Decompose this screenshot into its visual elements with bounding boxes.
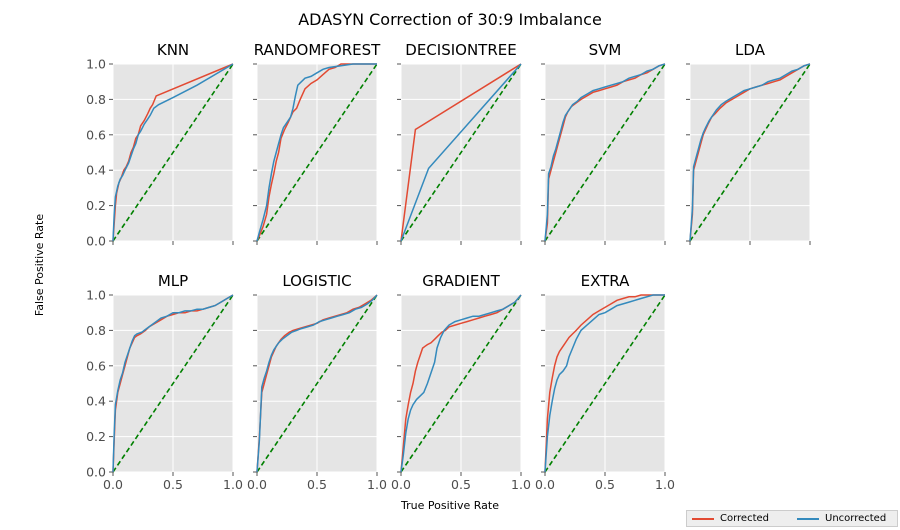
legend-swatch-corrected bbox=[692, 517, 714, 520]
series-corrected-line bbox=[544, 63, 666, 242]
legend-label-uncorrected: Uncorrected bbox=[825, 513, 887, 524]
series-corrected-line bbox=[256, 294, 378, 473]
diagonal-reference-line bbox=[112, 63, 234, 242]
y-tick-label: 0.4 bbox=[86, 163, 106, 178]
panel-mlp: MLP 0.0 0.2 0.4 0.6 0.8 1.0 0.0 0.5 1.0 bbox=[86, 272, 243, 492]
legend-swatch-uncorrected bbox=[797, 517, 819, 520]
x-tick-label: 0.0 bbox=[391, 477, 411, 492]
panel-extra: EXTRA 0.0 0.5 1.0 bbox=[535, 272, 675, 492]
legend-label-corrected: Corrected bbox=[720, 513, 769, 524]
panel-title: SVM bbox=[589, 41, 622, 59]
series-uncorrected-line bbox=[689, 63, 811, 242]
series-uncorrected-line bbox=[544, 63, 666, 242]
panel-title: GRADIENT bbox=[422, 272, 500, 290]
y-tick-label: 0.2 bbox=[86, 429, 106, 444]
panel-lda: LDA bbox=[686, 41, 811, 245]
y-tick-label: 0.6 bbox=[86, 358, 106, 373]
series-uncorrected-line bbox=[256, 63, 377, 242]
diagonal-reference-line bbox=[256, 63, 378, 242]
x-tick-label: 1.0 bbox=[367, 477, 387, 492]
panel-title: EXTRA bbox=[581, 272, 630, 290]
series-uncorrected-line bbox=[112, 294, 234, 473]
y-tick-label: 0.0 bbox=[86, 465, 106, 480]
diagonal-reference-line bbox=[689, 63, 811, 242]
diagonal-reference-line bbox=[544, 294, 666, 473]
panel-randomforest: RANDOMFOREST bbox=[253, 41, 381, 245]
y-tick-label: 0.0 bbox=[86, 234, 106, 249]
diagonal-reference-line bbox=[400, 294, 522, 473]
x-tick-label: 1.0 bbox=[655, 477, 675, 492]
y-axis-label: False Positive Rate bbox=[33, 214, 46, 316]
x-tick-label: 0.0 bbox=[103, 477, 123, 492]
panel-title: LDA bbox=[735, 41, 766, 59]
x-tick-label: 0.5 bbox=[163, 477, 183, 492]
x-tick-label: 0.5 bbox=[307, 477, 327, 492]
diagonal-reference-line bbox=[400, 63, 522, 242]
panel-gradient: GRADIENT 0.0 0.5 1.0 bbox=[391, 272, 531, 492]
x-tick-label: 0.0 bbox=[247, 477, 267, 492]
panel-title: LOGISTIC bbox=[282, 272, 351, 290]
panel-title: RANDOMFOREST bbox=[254, 41, 381, 59]
series-uncorrected-line bbox=[544, 294, 665, 473]
x-tick-label: 1.0 bbox=[511, 477, 531, 492]
series-uncorrected-line bbox=[400, 294, 522, 473]
x-axis-label: True Positive Rate bbox=[400, 499, 499, 512]
series-corrected-line bbox=[689, 63, 811, 242]
panel-title: KNN bbox=[157, 41, 189, 59]
y-tick-label: 0.2 bbox=[86, 198, 106, 213]
x-tick-label: 0.0 bbox=[535, 477, 555, 492]
y-tick-label: 1.0 bbox=[86, 57, 106, 72]
x-tick-label: 0.5 bbox=[451, 477, 471, 492]
series-corrected-line bbox=[544, 294, 665, 473]
legend-item-uncorrected: Uncorrected bbox=[797, 513, 886, 524]
panel-knn: KNN 0.0 0.2 0.4 0.6 0.8 1.0 bbox=[86, 41, 234, 249]
panel-title: MLP bbox=[158, 272, 188, 290]
y-tick-label: 0.6 bbox=[86, 127, 106, 142]
figure-title: ADASYN Correction of 30:9 Imbalance bbox=[298, 10, 602, 29]
panel-svm: SVM bbox=[541, 41, 666, 245]
series-uncorrected-line bbox=[112, 63, 234, 242]
diagonal-reference-line bbox=[112, 294, 234, 473]
panels: KNN 0.0 0.2 0.4 0.6 0.8 1.0 RANDOMFOREST DECISIO… bbox=[86, 41, 811, 492]
diagonal-reference-line bbox=[256, 294, 378, 473]
legend-item-corrected: Corrected bbox=[692, 513, 769, 524]
y-tick-label: 1.0 bbox=[86, 288, 106, 303]
y-tick-label: 0.4 bbox=[86, 394, 106, 409]
series-uncorrected-line bbox=[400, 63, 522, 242]
series-corrected-line bbox=[400, 63, 522, 242]
panel-decisiontree: DECISIONTREE bbox=[397, 41, 522, 245]
panel-title: DECISIONTREE bbox=[405, 41, 516, 59]
series-corrected-line bbox=[400, 294, 522, 473]
diagonal-reference-line bbox=[544, 63, 666, 242]
x-tick-label: 1.0 bbox=[223, 477, 243, 492]
series-uncorrected-line bbox=[256, 294, 378, 473]
x-tick-label: 0.5 bbox=[595, 477, 615, 492]
panel-logistic: LOGISTIC 0.0 0.5 1.0 bbox=[247, 272, 387, 492]
legend: Corrected Uncorrected bbox=[686, 510, 898, 527]
y-tick-label: 0.8 bbox=[86, 323, 106, 338]
y-tick-label: 0.8 bbox=[86, 92, 106, 107]
